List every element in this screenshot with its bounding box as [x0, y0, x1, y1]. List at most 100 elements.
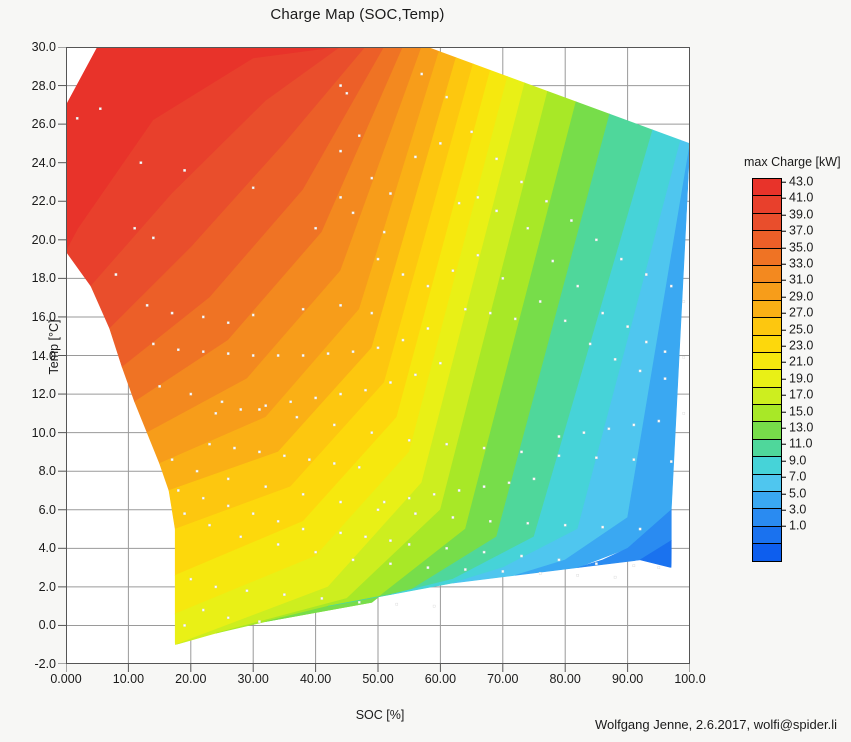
legend-tick-dash: [782, 444, 786, 446]
x-axis-tick-label: 50.00: [362, 672, 394, 686]
legend-swatch: [753, 179, 781, 196]
legend-tick-label: 27.0: [782, 306, 813, 320]
legend-tick-text: 19.0: [789, 371, 814, 386]
legend-tick-text: 7.0: [789, 469, 807, 484]
legend-tick-text: 13.0: [789, 420, 814, 435]
legend-swatch: [753, 264, 781, 283]
legend-swatch: [753, 369, 781, 387]
x-axis-tick-label: 10.00: [112, 672, 145, 686]
legend-tick-label: 39.0: [782, 208, 813, 222]
legend-swatch: [753, 230, 781, 248]
author-credit: Wolfgang Jenne, 2.6.2017, wolfi@spider.l…: [594, 717, 837, 732]
legend-tick-label: 11.0: [782, 437, 812, 451]
y-axis-tick-label: -2.0: [34, 657, 56, 671]
y-axis-tick-label: 26.0: [31, 117, 56, 132]
legend-tick-text: 27.0: [789, 305, 814, 320]
legend-tick-label: 33.0: [782, 257, 813, 271]
legend-tick-text: 25.0: [789, 322, 814, 337]
y-axis-tick-label: 30.0: [31, 40, 56, 54]
legend-swatch: [753, 195, 781, 213]
legend-swatch: [753, 282, 781, 300]
x-axis-tick-label: 30.00: [237, 672, 269, 686]
legend-tick-dash: [782, 312, 786, 314]
legend-tick-dash: [782, 345, 786, 347]
legend-tick-label: 41.0: [782, 191, 813, 205]
legend-tick-text: 21.0: [789, 355, 814, 370]
legend-tick-dash: [782, 263, 786, 265]
legend-tick-dash: [782, 362, 786, 364]
legend-swatch: [753, 438, 781, 457]
legend-swatch: [753, 525, 781, 544]
y-axis-tick-label: 12.0: [31, 387, 56, 402]
legend-swatch: [753, 386, 781, 405]
legend-tick-dash: [782, 476, 786, 478]
plot-frame: [66, 47, 690, 664]
legend-tick-text: 11.0: [789, 437, 813, 452]
y-axis-tick-label: 4.0: [38, 541, 56, 556]
legend-tick-label: 37.0: [782, 224, 813, 238]
contour-bands: [66, 47, 690, 645]
legend-swatch: [753, 543, 781, 561]
legend-tick-label: 19.0: [782, 372, 813, 386]
legend-swatch: [753, 456, 781, 474]
y-axis-tick-label: 8.0: [38, 464, 56, 479]
legend-swatch: [753, 317, 781, 335]
legend-tick-text: 33.0: [789, 256, 814, 271]
x-axis-tick-label: 40.00: [299, 672, 332, 686]
legend-tick-label: 3.0: [782, 503, 806, 517]
legend-tick-dash: [782, 214, 786, 216]
legend-swatch: [753, 299, 781, 318]
y-axis-ticks: [58, 47, 66, 664]
legend-swatch: [753, 351, 781, 370]
legend-tick-text: 43.0: [789, 174, 814, 189]
legend-title: max Charge [kW]: [744, 155, 841, 169]
x-axis-tick-labels: 0.000 10.00 20.00 30.00 40.00 50.00 60.00 70.00…: [0, 672, 851, 692]
y-axis-tick-label: 0.0: [38, 618, 56, 633]
legend-tick-dash: [782, 427, 786, 429]
legend-tick-label: 31.0: [782, 273, 813, 287]
legend-swatch: [753, 212, 781, 231]
legend-tick-text: 17.0: [789, 387, 814, 402]
legend-tick-text: 29.0: [789, 289, 814, 304]
legend-tick-dash: [782, 509, 786, 511]
legend-tick-text: 9.0: [789, 453, 807, 468]
x-axis-tick-label: 0.000: [50, 672, 82, 686]
legend-tick-dash: [782, 411, 786, 413]
y-axis-tick-label: 20.0: [31, 232, 56, 247]
legend-tick-label: 5.0: [782, 486, 806, 500]
legend-tick-label: 21.0: [782, 355, 813, 369]
plot-area: [66, 47, 690, 664]
x-axis-title: SOC [%]: [355, 708, 405, 722]
y-axis-tick-label: 14.0: [31, 348, 56, 363]
legend: max Charge [kW] 43.0 41.0 39.0 37.0 35.0 33.0…: [742, 155, 851, 562]
y-axis-tick-labels: 30.0 28.0 26.0 24.0 22.0 20.0 18.0 16.0 14.0 12.0…: [0, 0, 56, 742]
legend-tick-dash: [782, 329, 786, 331]
y-axis-tick-label: 28.0: [31, 78, 56, 93]
legend-swatch: [753, 508, 781, 526]
legend-color-bar: [752, 178, 782, 562]
legend-swatch: [753, 491, 781, 509]
y-axis-tick-label: 10.0: [31, 425, 56, 440]
legend-tick-text: 39.0: [789, 207, 814, 222]
x-axis-tick-label: 80.00: [549, 672, 581, 686]
page-title: Charge Map (SOC,Temp): [270, 6, 445, 23]
legend-tick-text: 3.0: [789, 502, 807, 517]
legend-tick-label: 23.0: [782, 339, 813, 353]
legend-swatch: [753, 473, 781, 492]
legend-tick-dash: [782, 247, 786, 249]
y-axis-tick-label: 24.0: [31, 155, 56, 170]
x-axis-tick-label: 70.00: [487, 672, 519, 686]
x-axis-tick-label: 90.00: [611, 672, 644, 686]
sample-point-markers: [75, 72, 686, 627]
legend-tick-text: 15.0: [789, 404, 814, 419]
legend-tick-label: 17.0: [782, 388, 813, 402]
x-axis-tick-label: 20.00: [175, 672, 207, 686]
legend-tick-label: 7.0: [782, 470, 806, 484]
legend-tick-dash: [782, 198, 786, 200]
legend-tick-label: 29.0: [782, 290, 813, 304]
legend-tick-text: 35.0: [789, 240, 814, 255]
legend-tick-dash: [782, 378, 786, 380]
legend-tick-label: 35.0: [782, 240, 813, 254]
legend-tick-label: 13.0: [782, 421, 813, 435]
legend-swatch: [753, 334, 781, 352]
